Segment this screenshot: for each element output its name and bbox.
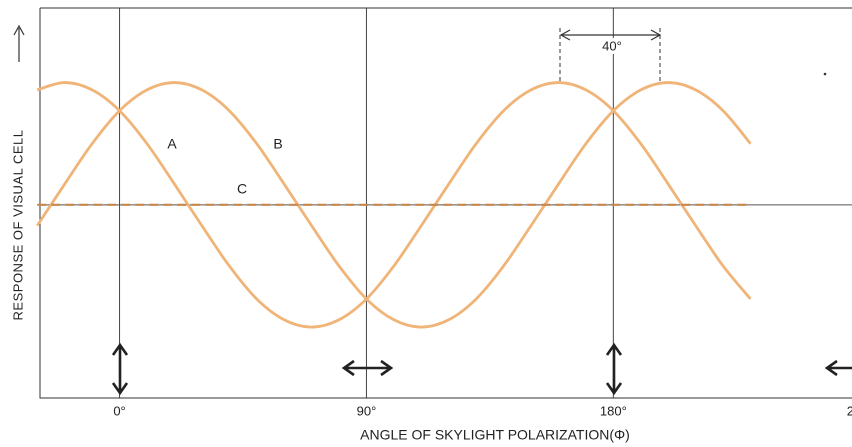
horizontal-arrow — [824, 359, 852, 377]
dot — [823, 72, 827, 76]
x-tick-label: 90° — [357, 403, 377, 418]
x-tick-label: 0° — [113, 403, 125, 418]
vertical-arrow — [111, 342, 129, 396]
series-label: C — [237, 181, 247, 197]
horizontal-arrow — [341, 359, 394, 377]
phase-difference-marker — [559, 28, 662, 82]
x-tick-label: 180° — [600, 403, 627, 418]
vertical-arrow — [605, 342, 623, 396]
x-axis-label: ANGLE OF SKYLIGHT POLARIZATION(Φ) — [360, 427, 630, 443]
series-label: A — [167, 136, 177, 152]
line-series — [36, 81, 752, 329]
y-axis-label: RESPONSE OF VISUAL CELL — [10, 130, 25, 321]
plot-frame — [39, 7, 852, 399]
annotation: 40° — [602, 38, 622, 53]
y-axis-arrow — [13, 24, 25, 62]
x-tick-label: 270° — [847, 403, 852, 418]
line-series — [36, 81, 752, 329]
series-label: B — [273, 136, 282, 152]
